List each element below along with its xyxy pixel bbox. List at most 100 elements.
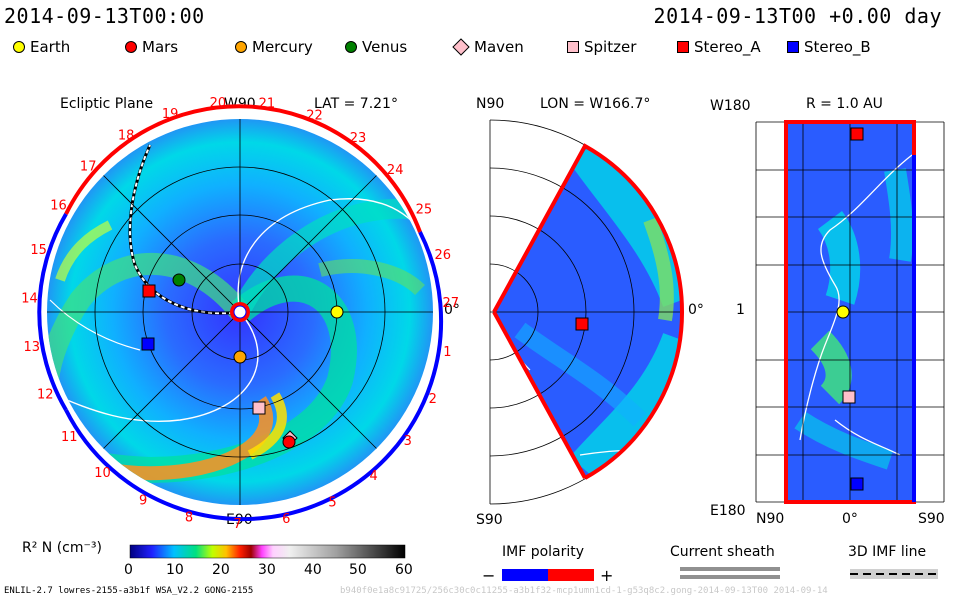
colorbar-tick: 60	[395, 562, 413, 578]
spitzer-marker	[252, 401, 266, 415]
ecliptic-lat: LAT = 7.21°	[314, 96, 398, 112]
carrington-label: 11	[61, 430, 78, 445]
current-sheath-line-1	[680, 567, 780, 571]
carrington-label: 26	[435, 248, 452, 263]
sphere-mid-label: 1	[736, 302, 745, 318]
carrington-label: 5	[328, 496, 336, 511]
carrington-label: 15	[30, 243, 47, 258]
carrington-label: 6	[282, 512, 290, 527]
time-right: 2014-09-13T00 +0.00 day	[653, 4, 942, 28]
carrington-label: 23	[350, 131, 367, 146]
spitzer-marker-icon	[567, 41, 579, 53]
ecliptic-right-label: 0°	[444, 302, 460, 318]
carrington-label: 4	[370, 469, 378, 484]
current-sheath-label: Current sheath	[670, 544, 775, 560]
imf3d-label: 3D IMF line	[848, 544, 927, 560]
carrington-label: 2	[429, 392, 437, 407]
carrington-label: 22	[306, 109, 323, 124]
sphere-panel	[755, 120, 945, 504]
footer-model-info: ENLIL-2.7 lowres-2155-a3b1f WSA_V2.2 GON…	[4, 586, 254, 596]
density-colorbar	[129, 544, 406, 559]
imf-negative-bar	[502, 569, 548, 581]
stereo-a-marker	[142, 284, 156, 298]
legend-label: Mars	[142, 38, 179, 56]
mars-marker	[282, 435, 296, 449]
imf-polarity-label: IMF polarity	[502, 544, 585, 560]
imf-plus: +	[600, 566, 614, 585]
venus-marker-icon	[345, 41, 357, 53]
carrington-label: 1	[443, 345, 451, 360]
legend-label: Mercury	[252, 38, 313, 56]
venus-marker	[172, 273, 186, 287]
ecliptic-title: Ecliptic Plane	[60, 96, 154, 112]
legend-venus: Venus	[344, 38, 407, 56]
carrington-labels: 20 21222324252627123456789101112131415161…	[21, 96, 459, 532]
imf-positive-bar	[548, 569, 594, 581]
meridional-right-label: 0°	[688, 302, 704, 318]
carrington-label: 18	[118, 128, 135, 143]
stereo-a-marker-icon	[677, 41, 689, 53]
carrington-label: 13	[24, 340, 41, 355]
meridional-lon: LON = W166.7°	[540, 96, 651, 112]
carrington-label: 27	[443, 296, 460, 311]
ecliptic-plane-panel: 20 21222324252627123456789101112131415161…	[21, 96, 459, 532]
carrington-label: 14	[21, 291, 38, 306]
stereo-a-sphere-marker	[850, 127, 864, 141]
carrington-label: 16	[50, 198, 67, 213]
carrington-label: 10	[94, 466, 111, 481]
maven-marker-icon	[452, 38, 470, 56]
colorbar-tick: 0	[124, 562, 133, 578]
colorbar-tick: 40	[304, 562, 322, 578]
sphere-top-label: W180	[710, 98, 751, 114]
carrington-label: 7	[233, 517, 241, 532]
meridional-plane-panel	[489, 119, 685, 505]
carrington-label: 21	[259, 97, 276, 112]
colorbar-label: R² N (cm⁻³)	[22, 540, 102, 556]
carrington-label: 20	[210, 96, 227, 111]
stereo-b-sphere-marker	[850, 477, 864, 491]
meridional-bottom-label: S90	[476, 512, 503, 528]
carrington-label: 25	[416, 203, 433, 218]
carrington-label: 9	[139, 493, 147, 508]
legend-label: Maven	[474, 38, 524, 56]
colorbar-tick: 30	[258, 562, 276, 578]
carrington-label: 24	[387, 163, 404, 178]
current-sheath-line-2	[680, 575, 780, 579]
stereo-b-marker	[141, 337, 155, 351]
sphere-title: R = 1.0 AU	[806, 96, 883, 112]
earth-marker-icon	[13, 41, 25, 53]
earth-sphere-marker	[836, 305, 850, 319]
carrington-label: 12	[37, 387, 54, 402]
stereo-b-marker-icon	[787, 41, 799, 53]
colorbar-tick: 10	[166, 562, 184, 578]
legend-label: Stereo_A	[694, 38, 761, 56]
colorbar-tick: 20	[212, 562, 230, 578]
sphere-bottom-zero: 0°	[842, 511, 858, 527]
sphere-bottom-s: S90	[918, 511, 945, 527]
body-legend: Earth Mars Mercury Venus Maven Spitzer S…	[12, 38, 912, 58]
mercury-marker-icon	[235, 41, 247, 53]
carrington-label: 8	[185, 511, 193, 526]
stereo-a-meridional-marker	[575, 317, 589, 331]
legend-spitzer: Spitzer	[566, 38, 636, 56]
carrington-label: 19	[162, 107, 179, 122]
imf-minus: −	[482, 566, 496, 585]
carrington-label: 3	[404, 434, 412, 449]
mercury-marker	[233, 350, 247, 364]
carrington-label: 17	[80, 159, 97, 174]
legend-mars: Mars	[124, 38, 178, 56]
time-left: 2014-09-13T00:00	[4, 4, 205, 28]
footer-run-info: b940f0e1a8c91725/256c30c0c11255-a3b1f32-…	[340, 586, 828, 596]
legend-label: Stereo_B	[804, 38, 871, 56]
legend-label: Spitzer	[584, 38, 637, 56]
legend-stereo-a: Stereo_A	[676, 38, 761, 56]
mars-marker-icon	[125, 41, 137, 53]
legend-label: Earth	[30, 38, 71, 56]
earth-marker	[330, 305, 344, 319]
legend-earth: Earth	[12, 38, 70, 56]
legend-label: Venus	[362, 38, 408, 56]
legend-stereo-b: Stereo_B	[786, 38, 871, 56]
spitzer-sphere-marker	[842, 390, 856, 404]
meridional-top-label: N90	[476, 96, 505, 112]
